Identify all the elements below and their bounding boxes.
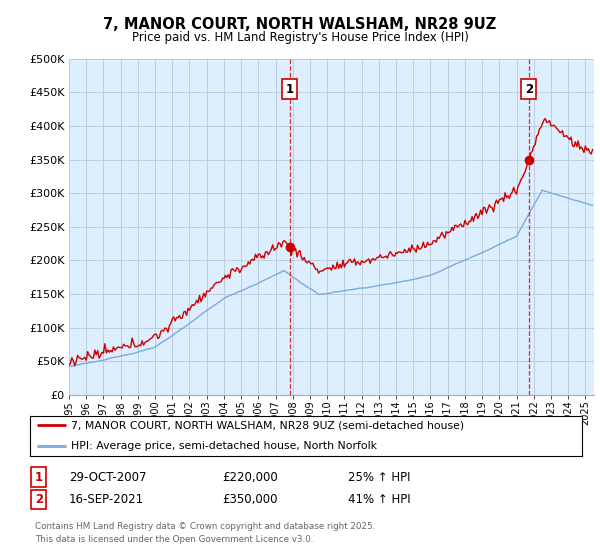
Text: 29-OCT-2007: 29-OCT-2007 (69, 470, 146, 484)
Text: Contains HM Land Registry data © Crown copyright and database right 2025.
This d: Contains HM Land Registry data © Crown c… (35, 522, 375, 544)
Text: HPI: Average price, semi-detached house, North Norfolk: HPI: Average price, semi-detached house,… (71, 441, 377, 451)
Text: 16-SEP-2021: 16-SEP-2021 (69, 493, 144, 506)
Text: 2: 2 (524, 82, 533, 96)
Text: £220,000: £220,000 (222, 470, 278, 484)
Text: 41% ↑ HPI: 41% ↑ HPI (348, 493, 410, 506)
Text: Price paid vs. HM Land Registry's House Price Index (HPI): Price paid vs. HM Land Registry's House … (131, 31, 469, 44)
Text: 1: 1 (286, 82, 294, 96)
Text: £350,000: £350,000 (222, 493, 277, 506)
Text: 7, MANOR COURT, NORTH WALSHAM, NR28 9UZ (semi-detached house): 7, MANOR COURT, NORTH WALSHAM, NR28 9UZ … (71, 421, 464, 430)
Text: 2: 2 (35, 493, 43, 506)
Text: 7, MANOR COURT, NORTH WALSHAM, NR28 9UZ: 7, MANOR COURT, NORTH WALSHAM, NR28 9UZ (103, 17, 497, 32)
Text: 1: 1 (35, 470, 43, 484)
Text: 25% ↑ HPI: 25% ↑ HPI (348, 470, 410, 484)
